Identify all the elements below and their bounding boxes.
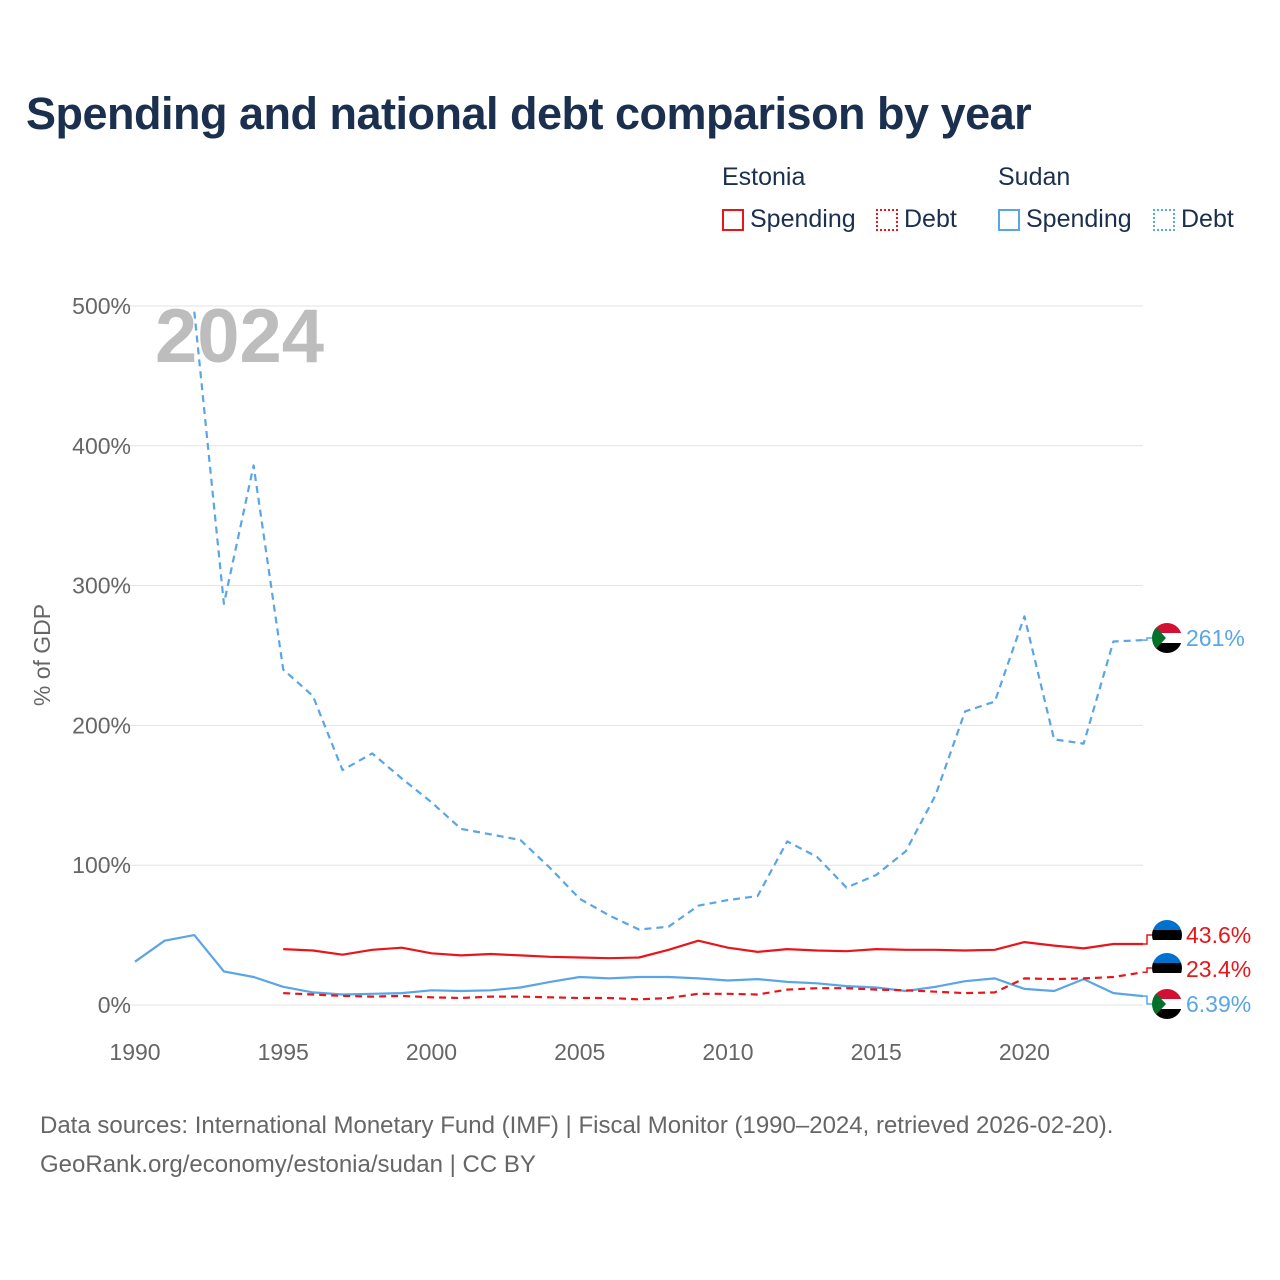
end-label-connector — [1143, 967, 1152, 974]
y-tick-label: 0% — [98, 992, 131, 1018]
y-tick-label: 500% — [72, 293, 131, 319]
y-tick-label: 100% — [72, 852, 131, 878]
x-tick-label: 2015 — [851, 1039, 902, 1065]
estonia-flag-icon — [1152, 953, 1182, 983]
dotted-line-swatch-icon — [1153, 208, 1175, 231]
end-label-connectors — [1143, 637, 1152, 1005]
sources-line: Data sources: International Monetary Fun… — [40, 1112, 1114, 1139]
legend-label: Spending — [750, 205, 856, 233]
legend-item-sudan-debt[interactable]: Debt — [1153, 205, 1234, 234]
y-tick-label: 200% — [72, 712, 131, 738]
end-label-sudan-debt: 261% — [1186, 625, 1245, 651]
legend-label: Debt — [904, 205, 957, 233]
sudan-flag-icon — [1152, 623, 1182, 653]
legend-item-sudan-spending[interactable]: Spending — [998, 205, 1132, 234]
end-label-estonia-spending: 43.6% — [1186, 922, 1251, 948]
data-sources-footer: Data sources: International Monetary Fun… — [40, 1106, 1113, 1184]
legend-item-estonia-debt[interactable]: Debt — [876, 205, 957, 234]
x-tick-label: 1995 — [258, 1039, 309, 1065]
x-axis: 1990 1995 2000 2005 2010 2015 2020 — [109, 1039, 1050, 1065]
line-chart: 0% 100% 200% 300% 400% 500% 1990 1995 2000 2005 2… — [29, 293, 1251, 1065]
estonia-flag-icon — [1152, 920, 1182, 950]
x-tick-label: 2000 — [406, 1039, 457, 1065]
x-tick-label: 2010 — [702, 1039, 753, 1065]
legend-label: Debt — [1181, 205, 1234, 233]
end-label-connector — [1143, 637, 1152, 641]
x-tick-label: 2020 — [999, 1039, 1050, 1065]
y-axis-label: % of GDP — [29, 604, 55, 706]
x-tick-label: 1990 — [109, 1039, 160, 1065]
attribution-line[interactable]: GeoRank.org/economy/estonia/sudan | CC B… — [40, 1151, 536, 1178]
series-line-sudan-spending[interactable] — [134, 933, 1144, 998]
gridlines — [100, 305, 1143, 1006]
dotted-line-swatch-icon — [876, 208, 898, 231]
series-line-sudan-debt[interactable] — [193, 311, 1144, 931]
chart-title: Spending and national debt comparison by… — [26, 88, 1032, 139]
series-lines — [134, 311, 1144, 1001]
sudan-flag-icon — [1152, 989, 1182, 1019]
end-label-connector — [1143, 995, 1152, 1005]
legend-group-sudan: Sudan — [998, 163, 1071, 191]
series-line-estonia-spending[interactable] — [283, 939, 1143, 960]
y-axis: 0% 100% 200% 300% 400% 500% — [72, 293, 131, 1018]
y-tick-label: 300% — [72, 573, 131, 599]
solid-line-swatch-icon — [722, 208, 744, 231]
legend-item-estonia-spending[interactable]: Spending — [722, 205, 856, 234]
solid-line-swatch-icon — [998, 208, 1020, 231]
legend-label: Spending — [1026, 205, 1132, 233]
end-label-connector — [1143, 934, 1152, 945]
y-tick-label: 400% — [72, 433, 131, 459]
end-label-estonia-debt: 23.4% — [1186, 956, 1251, 982]
legend-group-estonia: Estonia — [722, 163, 806, 191]
end-label-sudan-spending: 6.39% — [1186, 991, 1251, 1017]
current-year-watermark: 2024 — [155, 294, 324, 379]
x-tick-label: 2005 — [554, 1039, 605, 1065]
